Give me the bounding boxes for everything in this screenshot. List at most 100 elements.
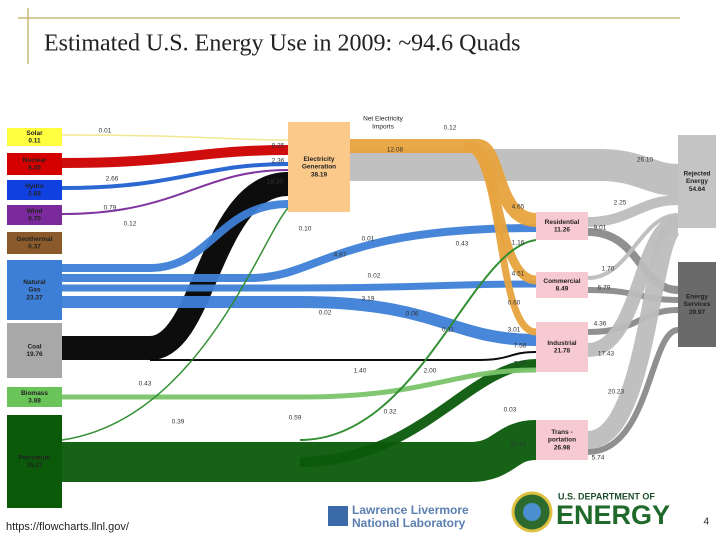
node-label: Rejected bbox=[683, 171, 710, 178]
node-label: Energy bbox=[686, 178, 708, 185]
source-url: https://flowcharts.llnl.gov/ bbox=[6, 521, 130, 533]
flows bbox=[61, 134, 682, 482]
node-box bbox=[288, 122, 350, 212]
flow-label: 0.43 bbox=[139, 381, 152, 388]
node-label: Wind bbox=[27, 208, 43, 215]
flow bbox=[587, 327, 679, 455]
node-box bbox=[7, 205, 62, 225]
node-box bbox=[536, 272, 588, 298]
node-value: 3.88 bbox=[28, 398, 41, 405]
node-value: 8.35 bbox=[28, 165, 41, 172]
flow-label: 0.01 bbox=[99, 128, 112, 135]
node-box bbox=[7, 323, 62, 378]
node-box bbox=[678, 262, 716, 347]
node-label: Trans - bbox=[551, 429, 572, 436]
flow-label: 7.77 bbox=[514, 361, 527, 368]
node-value: 11.26 bbox=[554, 227, 570, 234]
node-box bbox=[7, 128, 62, 146]
flow bbox=[299, 239, 537, 441]
node-label: Commercial bbox=[543, 278, 580, 285]
flow-label: 3.19 bbox=[362, 296, 375, 303]
node-box bbox=[7, 232, 62, 254]
node-box bbox=[536, 322, 588, 372]
flow bbox=[61, 162, 289, 190]
flow bbox=[61, 207, 289, 441]
flow bbox=[350, 149, 679, 196]
flow-label: 4.87 bbox=[334, 252, 347, 259]
flow-label: 25.34 bbox=[510, 442, 527, 449]
node-value: 0.37 bbox=[28, 244, 41, 251]
node-label: Coal bbox=[27, 343, 41, 350]
node-box bbox=[536, 212, 588, 240]
node-label: Net Electricity bbox=[363, 116, 403, 123]
flow-label: 9.01 bbox=[594, 225, 607, 232]
node-label: Hydro bbox=[25, 183, 44, 190]
flow-label: 6.79 bbox=[598, 285, 611, 292]
flow bbox=[61, 169, 289, 215]
flow-label: 0.03 bbox=[504, 407, 517, 414]
node-value: 19.76 bbox=[26, 351, 43, 358]
flow bbox=[587, 195, 679, 227]
node-box bbox=[7, 180, 62, 200]
doe-big: ENERGY bbox=[556, 500, 670, 530]
flow-label: 0.79 bbox=[104, 205, 117, 212]
flow-label: 2.00 bbox=[424, 368, 437, 375]
flow-label: 0.43 bbox=[456, 241, 469, 248]
nodes: Solar0.11Nuclear8.35Hydro2.68Wind0.70Geo… bbox=[7, 116, 716, 508]
node-label: Geothermal bbox=[16, 236, 52, 243]
node-value: 2.68 bbox=[28, 191, 41, 198]
node-box bbox=[7, 415, 62, 508]
llnl-logo bbox=[328, 506, 348, 526]
flow-label: 7.58 bbox=[514, 343, 527, 350]
doe-seal-center bbox=[523, 503, 541, 521]
flow-label: 8.35 bbox=[272, 143, 285, 150]
flow bbox=[150, 351, 537, 361]
flow-label: 0.02 bbox=[319, 310, 332, 317]
flow-label: 12.08 bbox=[387, 147, 404, 154]
flow bbox=[62, 224, 537, 282]
node-box bbox=[7, 153, 62, 175]
flow-label: 2.66 bbox=[106, 176, 119, 183]
node-value: 0.70 bbox=[28, 216, 41, 223]
node-value: 54.64 bbox=[689, 186, 706, 193]
flow-label: 17.43 bbox=[598, 351, 615, 358]
flow-label: 0.02 bbox=[368, 273, 381, 280]
flow bbox=[62, 296, 537, 346]
flow bbox=[62, 280, 537, 292]
flow-label: 1.16 bbox=[512, 240, 525, 247]
flow bbox=[62, 200, 289, 272]
flow-label: 0.01 bbox=[362, 236, 375, 243]
flow bbox=[587, 307, 679, 335]
flow-label: 26.10 bbox=[637, 157, 654, 164]
flow-label: 4.51 bbox=[512, 271, 525, 278]
node-value: 35.27 bbox=[26, 462, 43, 469]
node-label: Energy bbox=[686, 294, 708, 301]
flow bbox=[62, 172, 290, 360]
flow bbox=[61, 134, 289, 141]
flow-label: 2.36 bbox=[272, 158, 285, 165]
flow-label: 18.30 bbox=[267, 179, 284, 186]
node-label: Petroleum bbox=[19, 454, 51, 461]
flow-label: 4.36 bbox=[594, 321, 607, 328]
node-value: 21.78 bbox=[554, 348, 571, 355]
node-label: Imports bbox=[372, 124, 394, 131]
doe-small: U.S. DEPARTMENT OF bbox=[558, 491, 655, 501]
flow-label: 0.06 bbox=[406, 311, 419, 318]
node-label: Biomass bbox=[21, 390, 48, 397]
node-value: 39.97 bbox=[689, 309, 706, 316]
node-label: Residential bbox=[545, 219, 580, 226]
node-label: Industrial bbox=[547, 340, 576, 347]
flow-label: 20.23 bbox=[608, 389, 625, 396]
flow bbox=[62, 420, 538, 482]
flow-label: 0.32 bbox=[384, 409, 397, 416]
flow-label: 3.01 bbox=[508, 327, 521, 334]
flow-label: 4.65 bbox=[512, 204, 525, 211]
node-label: Solar bbox=[26, 130, 43, 137]
flow-labels: 0.01 8.35 2.36 2.66 18.30 0.79 0.12 0.10 0.01 0.1… bbox=[99, 125, 654, 462]
flow-label: 2.25 bbox=[614, 200, 627, 207]
node-label: Nuclear bbox=[23, 157, 47, 164]
node-label: portation bbox=[548, 437, 576, 444]
flow bbox=[586, 216, 682, 449]
node-value: 26.98 bbox=[554, 444, 571, 451]
